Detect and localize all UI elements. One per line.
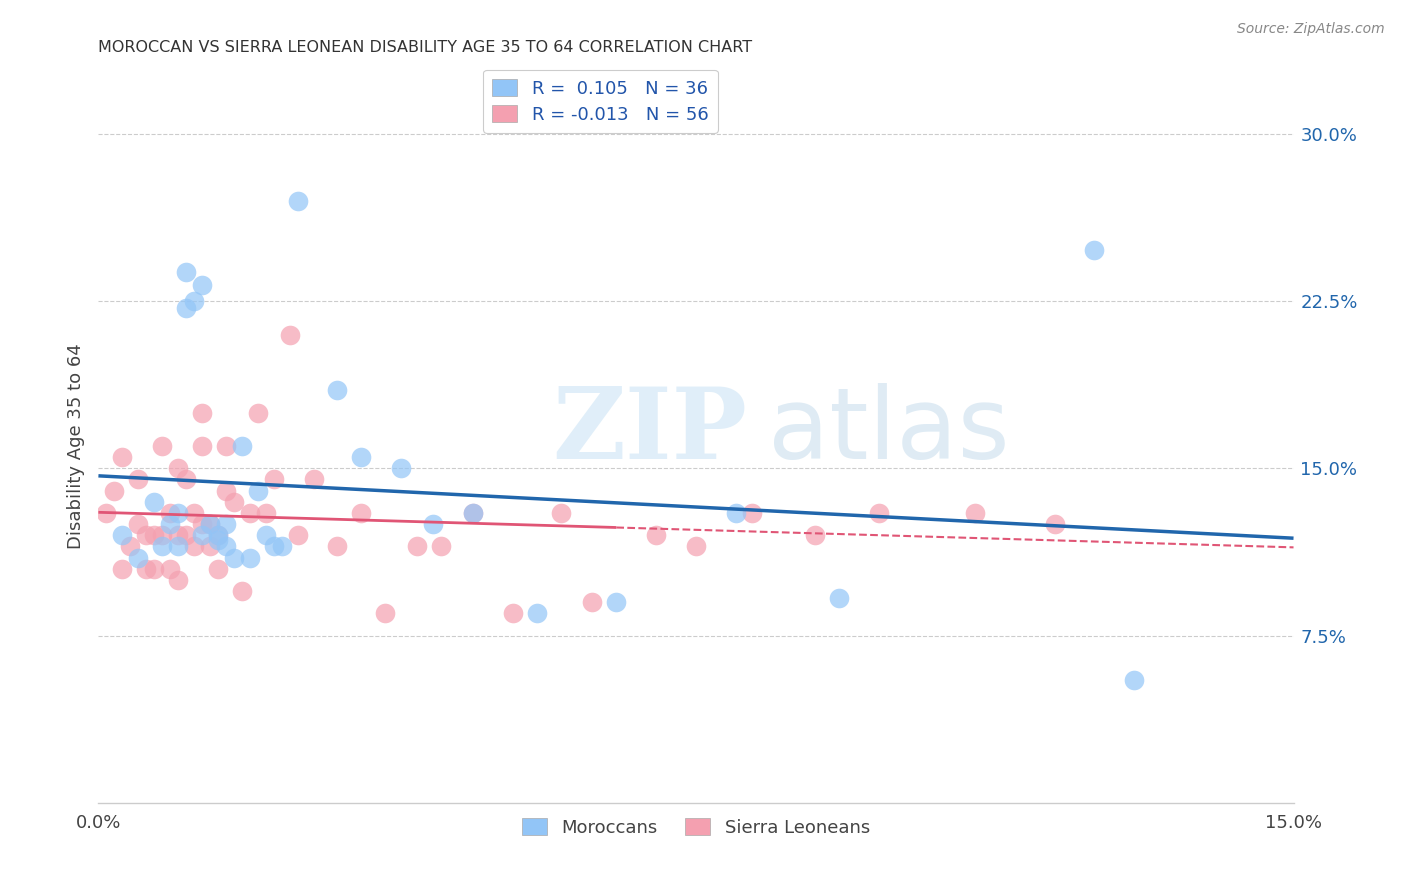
Text: Source: ZipAtlas.com: Source: ZipAtlas.com — [1237, 22, 1385, 37]
Point — [222, 494, 245, 508]
Point — [143, 494, 166, 508]
Point — [804, 528, 827, 542]
Point — [191, 439, 214, 453]
Point — [222, 550, 245, 565]
Point — [191, 405, 214, 419]
Point — [741, 506, 763, 520]
Point — [127, 516, 149, 531]
Point — [389, 461, 412, 475]
Point — [263, 539, 285, 553]
Point — [143, 562, 166, 576]
Point — [159, 506, 181, 520]
Point — [207, 562, 229, 576]
Point — [183, 539, 205, 553]
Text: atlas: atlas — [768, 384, 1010, 480]
Point — [645, 528, 668, 542]
Point — [127, 473, 149, 487]
Point — [1043, 516, 1066, 531]
Point — [120, 539, 142, 553]
Point — [198, 516, 221, 531]
Point — [103, 483, 125, 498]
Point — [111, 562, 134, 576]
Point — [724, 506, 747, 520]
Point — [191, 516, 214, 531]
Point — [461, 506, 484, 520]
Point — [150, 528, 173, 542]
Point — [150, 539, 173, 553]
Point — [406, 539, 429, 553]
Point — [183, 506, 205, 520]
Point — [605, 595, 627, 609]
Point — [174, 528, 197, 542]
Point — [167, 461, 190, 475]
Point — [1123, 673, 1146, 687]
Point — [191, 528, 214, 542]
Point — [270, 539, 292, 553]
Point — [231, 583, 253, 598]
Point — [207, 533, 229, 547]
Point — [167, 539, 190, 553]
Point — [111, 450, 134, 464]
Point — [374, 607, 396, 621]
Point — [167, 528, 190, 542]
Point — [430, 539, 453, 553]
Point — [350, 450, 373, 464]
Point — [263, 473, 285, 487]
Point — [215, 516, 238, 531]
Point — [135, 528, 157, 542]
Point — [963, 506, 986, 520]
Point — [150, 439, 173, 453]
Point — [828, 591, 851, 605]
Point — [581, 595, 603, 609]
Point — [207, 528, 229, 542]
Point — [111, 528, 134, 542]
Point — [215, 483, 238, 498]
Point — [135, 562, 157, 576]
Point — [422, 516, 444, 531]
Point — [326, 539, 349, 553]
Point — [278, 327, 301, 342]
Point — [215, 539, 238, 553]
Point — [159, 516, 181, 531]
Legend: Moroccans, Sierra Leoneans: Moroccans, Sierra Leoneans — [515, 811, 877, 844]
Point — [550, 506, 572, 520]
Point — [502, 607, 524, 621]
Point — [183, 293, 205, 308]
Point — [287, 528, 309, 542]
Point — [167, 506, 190, 520]
Point — [254, 506, 277, 520]
Point — [326, 384, 349, 398]
Point — [526, 607, 548, 621]
Point — [174, 265, 197, 279]
Point — [231, 439, 253, 453]
Point — [215, 439, 238, 453]
Point — [685, 539, 707, 553]
Point — [207, 528, 229, 542]
Point — [96, 506, 118, 520]
Point — [239, 506, 262, 520]
Y-axis label: Disability Age 35 to 64: Disability Age 35 to 64 — [66, 343, 84, 549]
Point — [191, 278, 214, 293]
Point — [167, 573, 190, 587]
Point — [174, 473, 197, 487]
Point — [198, 539, 221, 553]
Point — [143, 528, 166, 542]
Point — [198, 516, 221, 531]
Text: MOROCCAN VS SIERRA LEONEAN DISABILITY AGE 35 TO 64 CORRELATION CHART: MOROCCAN VS SIERRA LEONEAN DISABILITY AG… — [98, 40, 752, 55]
Point — [174, 301, 197, 315]
Point — [159, 562, 181, 576]
Point — [287, 194, 309, 208]
Point — [239, 550, 262, 565]
Point — [302, 473, 325, 487]
Point — [246, 405, 269, 419]
Point — [868, 506, 890, 520]
Point — [350, 506, 373, 520]
Point — [461, 506, 484, 520]
Point — [1083, 243, 1105, 257]
Point — [127, 550, 149, 565]
Text: ZIP: ZIP — [553, 384, 748, 480]
Point — [254, 528, 277, 542]
Point — [246, 483, 269, 498]
